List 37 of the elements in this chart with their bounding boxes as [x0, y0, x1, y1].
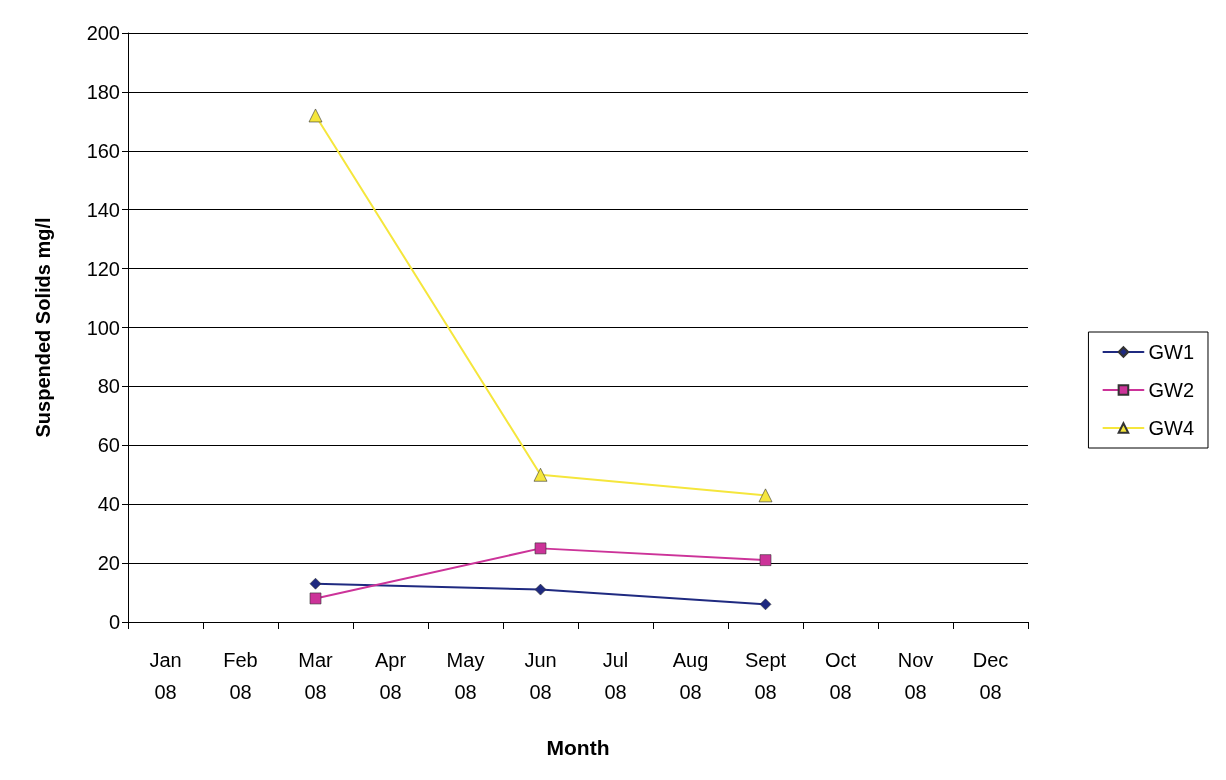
y-axis-title: Suspended Solids mg/l	[32, 217, 54, 438]
point	[533, 467, 548, 482]
x-tick-label: Nov 08	[897, 649, 934, 703]
x-tick-label: Mar 08	[298, 649, 334, 703]
y-tick-label: 120	[86, 257, 120, 280]
legend-label: GW2	[1148, 379, 1195, 401]
y-tick-label: 0	[108, 611, 120, 633]
x-tick-label: Dec 08	[972, 649, 1009, 703]
y-tick-label: 100	[86, 316, 120, 339]
legend-label: GW4	[1148, 417, 1195, 439]
x-tick-label: May 08	[446, 649, 485, 703]
point	[758, 488, 773, 503]
y-tick-label: 80	[97, 375, 120, 398]
point	[309, 577, 322, 590]
point	[308, 108, 323, 123]
point	[759, 598, 772, 611]
y-tick-label: 40	[97, 493, 120, 516]
y-tick-label: 180	[86, 80, 120, 103]
y-tick-label: 20	[97, 552, 120, 575]
y-tick-label: 140	[86, 198, 120, 221]
y-tick-label: 60	[97, 434, 120, 457]
x-tick-label: Oct 08	[824, 649, 857, 703]
x-tick-label: Aug 08	[672, 649, 709, 703]
point	[759, 554, 772, 566]
x-tick-label: Jun 08	[524, 649, 557, 703]
legend-label: GW1	[1148, 341, 1195, 363]
x-axis-title: Month	[546, 736, 610, 759]
y-tick-label: 160	[86, 139, 120, 162]
x-tick-label: Feb 08	[223, 649, 258, 703]
y-tick-label: 200	[86, 22, 120, 44]
point	[534, 583, 547, 596]
x-tick-label: Jan 08	[149, 649, 182, 703]
point	[309, 592, 322, 605]
x-tick-label: Sept 08	[744, 649, 787, 703]
point	[534, 542, 547, 555]
x-tick-label: Jul 08	[602, 649, 629, 703]
x-tick-label: Apr 08	[374, 649, 407, 703]
